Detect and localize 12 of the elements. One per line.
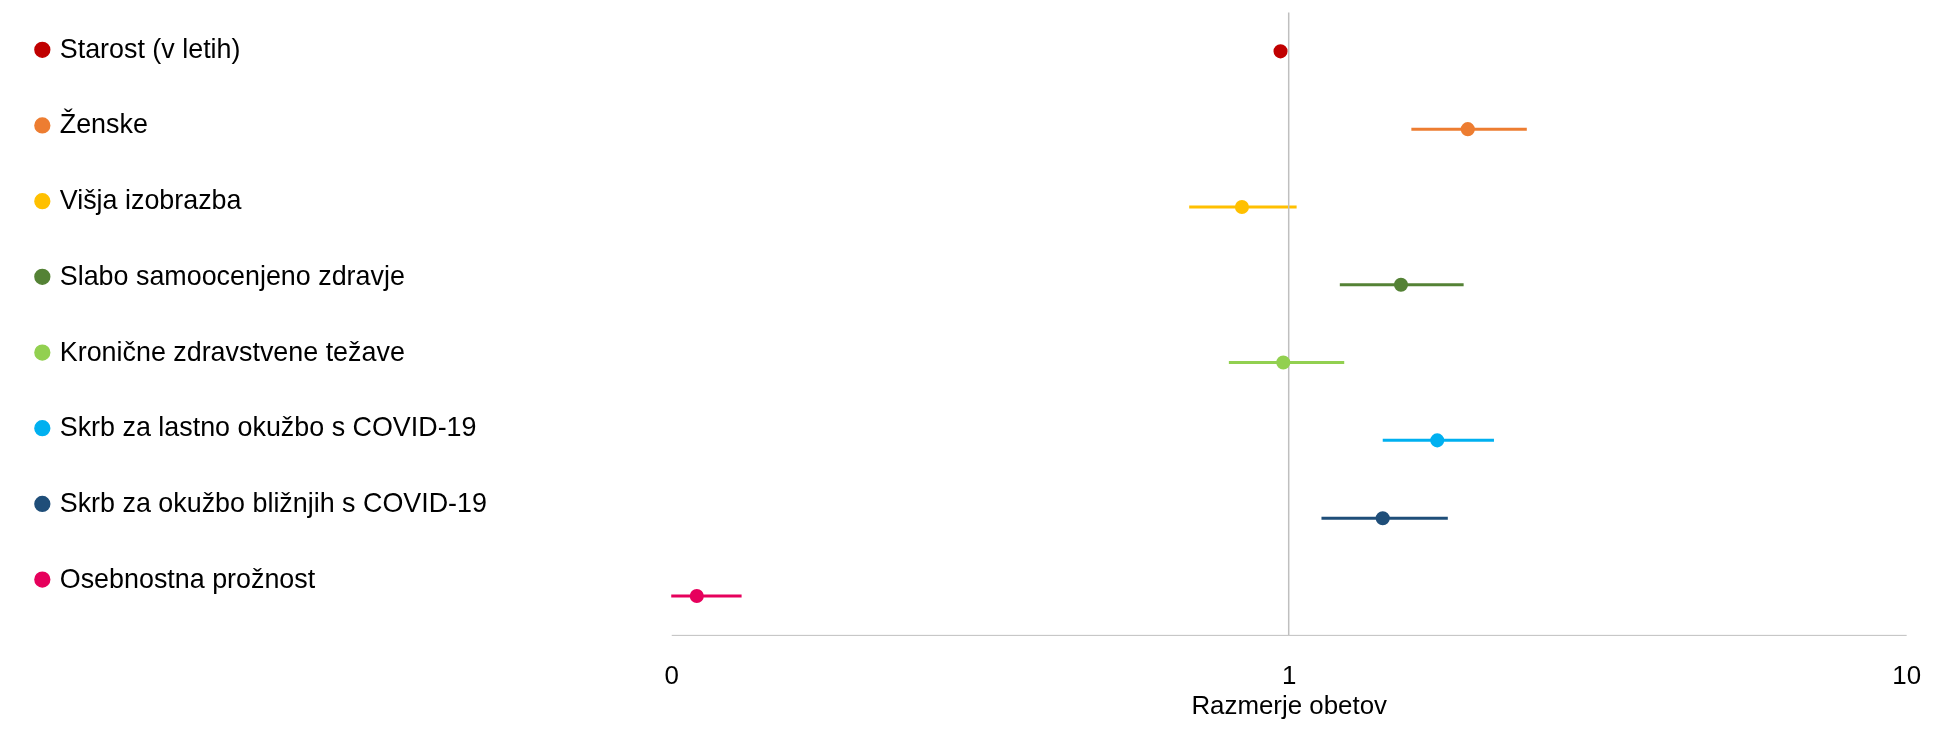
legend-label: Slabo samoocenjeno zdravje [59,260,405,291]
x-tick-label: 0 [664,661,679,690]
x-tick-label: 1 [1282,661,1297,690]
legend-label: Kronične zdravstvene težave [59,336,405,367]
x-tick-label: 10 [1892,661,1922,690]
legend-label: Skrb za lastno okužbo s COVID-19 [59,412,477,443]
x-axis-title: Razmerje obetov [1191,691,1388,720]
legend-label: Osebnostna prožnost [59,563,316,594]
legend-label: Skrb za okužbo bližnjih s COVID-19 [59,487,487,518]
legend-label: Višja izobrazba [59,185,242,216]
legend-label: Ženske [59,108,148,140]
legend-label: Starost (v letih) [59,33,241,64]
